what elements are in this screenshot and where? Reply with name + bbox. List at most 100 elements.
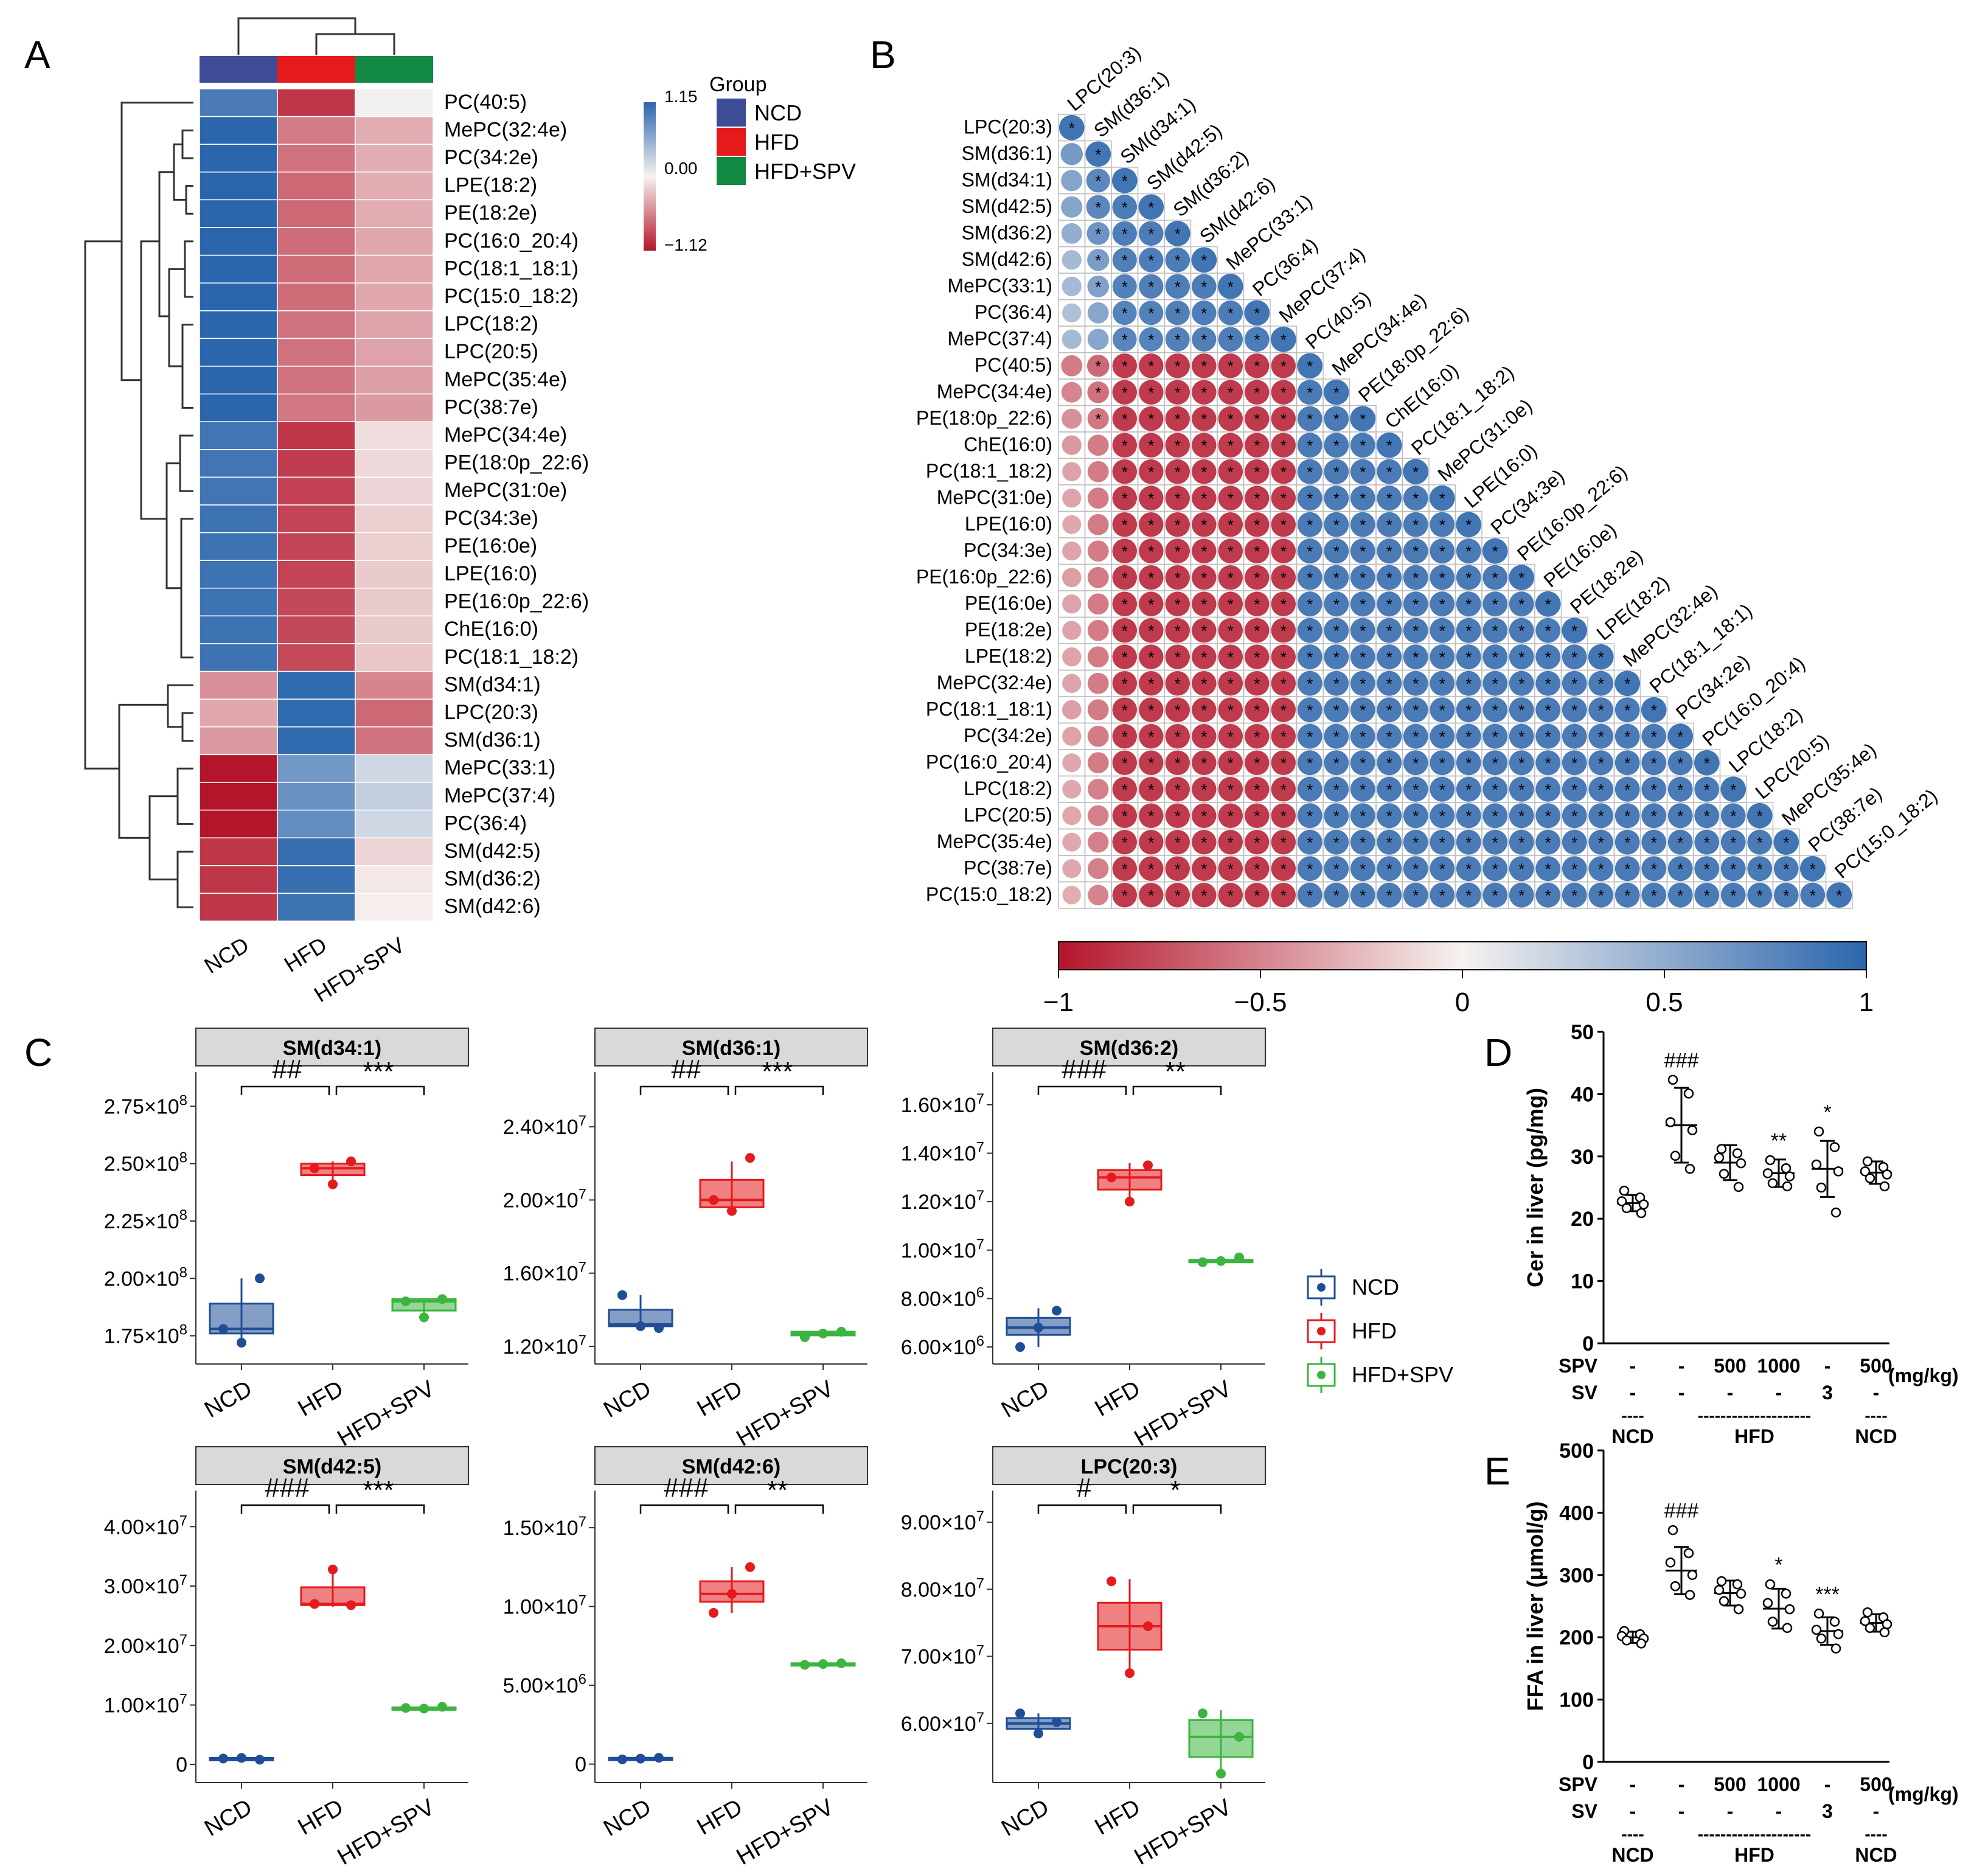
corr-sig-star: * <box>1201 781 1207 799</box>
heat-cell <box>277 865 356 894</box>
corr-circle <box>1482 750 1508 776</box>
corr-circle <box>1403 723 1428 749</box>
box-point <box>836 1326 846 1337</box>
corr-sig-star: * <box>1175 330 1181 349</box>
corr-circle <box>1087 699 1109 721</box>
corr-circle <box>1324 856 1349 882</box>
corr-sig-star: * <box>1254 410 1260 428</box>
corr-sig-star: * <box>1254 728 1260 746</box>
corr-circle <box>1138 433 1164 458</box>
corr-circle <box>1165 776 1190 802</box>
corr-row-label: PC(38:7e) <box>964 857 1052 879</box>
tick-mantissa: 3.00×10 <box>104 1575 179 1598</box>
tick-mantissa: 2.40×10 <box>503 1116 579 1139</box>
tick-mantissa: 8.00×10 <box>901 1287 976 1310</box>
row-label: ChE(16:0) <box>444 618 538 641</box>
corr-circle <box>1377 485 1402 511</box>
corr-sig-star: * <box>1122 463 1128 481</box>
corr-sig-star: * <box>1228 304 1234 322</box>
corr-circle <box>1244 829 1270 855</box>
facet-strip <box>195 1446 469 1485</box>
corr-sig-star: * <box>1439 886 1445 905</box>
corr-circle <box>1062 621 1082 640</box>
heat-cell <box>277 782 356 811</box>
y-axis-title: Cer in liver (pg/mg) <box>1523 1088 1548 1287</box>
row-label-SPV: SPV <box>1559 1355 1598 1377</box>
corr-circle <box>1138 406 1164 431</box>
corr-sig-star: * <box>1095 383 1101 402</box>
row-value: - <box>1727 1382 1734 1404</box>
heat-cell <box>199 560 278 589</box>
corr-sig-star: * <box>1598 807 1604 825</box>
tick-mantissa: 2.75×10 <box>104 1095 179 1118</box>
corr-sig-star: * <box>1413 781 1419 799</box>
corr-circle <box>1562 882 1587 908</box>
corr-sig-star: * <box>1571 886 1577 905</box>
corr-cell <box>1825 881 1853 909</box>
corr-sig-star: * <box>1175 410 1181 428</box>
corr-circle <box>1138 485 1164 511</box>
corr-sig-star: * <box>1175 489 1181 507</box>
corr-circle <box>1165 353 1190 378</box>
corr-circle <box>1138 723 1164 749</box>
corr-sig-star: * <box>1307 569 1313 587</box>
corr-sig-star: * <box>1333 701 1340 719</box>
corr-circle <box>1085 141 1111 167</box>
corr-circle <box>1562 644 1587 670</box>
tick-mantissa: 6.00×10 <box>901 1713 976 1736</box>
tick-mantissa: 9.00×10 <box>901 1511 976 1534</box>
tick-exponent: 7 <box>179 1512 187 1529</box>
tick-exponent: 7 <box>579 1514 586 1530</box>
heat-cell <box>277 643 356 672</box>
corr-circle <box>1112 829 1138 855</box>
corr-sig-star: * <box>1122 357 1128 375</box>
data-point <box>1714 1152 1725 1163</box>
corr-sig-star: * <box>1307 754 1313 772</box>
corr-sig-star: * <box>1281 675 1287 693</box>
corr-sig-star: * <box>1254 542 1260 560</box>
heat-cell <box>199 254 278 284</box>
corr-circle <box>1087 408 1109 430</box>
sig-bracket <box>734 1085 824 1095</box>
panel-e-ffa-scatter: 0 100 200 300 400 500 FFA in liver (μmol/g) ###… <box>1523 1439 1959 1866</box>
corr-sig-star: * <box>1201 622 1207 640</box>
corr-circle <box>1324 433 1349 458</box>
data-point <box>1733 1604 1744 1615</box>
corr-circle <box>1482 538 1508 564</box>
corr-sig-star: * <box>1492 886 1498 905</box>
tick-mantissa: 1.40×10 <box>901 1143 976 1166</box>
corr-circle <box>1482 591 1508 617</box>
row-label: SM(d36:1) <box>444 729 541 752</box>
corr-circle <box>1087 646 1109 668</box>
box-point <box>727 1588 737 1599</box>
y-tick-label: 500 <box>1559 1439 1594 1463</box>
corr-sig-star: * <box>1677 833 1683 852</box>
corr-sig-star: * <box>1360 833 1366 852</box>
corr-sig-star: * <box>1360 542 1366 560</box>
corr-sig-star: * <box>1122 436 1128 454</box>
row-value: - <box>1630 1773 1636 1795</box>
box-point <box>617 1290 627 1300</box>
corr-circle <box>1720 776 1746 802</box>
corr-circle <box>1138 538 1164 564</box>
corr-sig-star: * <box>1651 754 1657 772</box>
corr-sig-star: * <box>1228 595 1234 613</box>
row-value: - <box>1678 1355 1685 1377</box>
corr-circle <box>1430 723 1455 749</box>
corr-circle <box>1138 750 1164 776</box>
corr-sig-star: * <box>1175 569 1181 587</box>
corr-circle <box>1087 619 1109 641</box>
heat-cell <box>199 338 278 367</box>
corr-circle <box>1271 723 1296 749</box>
corr-sig-star: * <box>1386 728 1392 746</box>
corr-sig-star: * <box>1201 833 1207 852</box>
corr-circle <box>1562 776 1587 802</box>
corr-sig-star: * <box>1148 754 1154 772</box>
corr-sig-star: * <box>1307 622 1313 640</box>
heat-cell <box>199 199 278 228</box>
corr-circle <box>1403 882 1428 908</box>
corr-circle <box>1191 750 1217 776</box>
corr-circle <box>1061 170 1083 192</box>
corr-sig-star: * <box>1651 833 1657 852</box>
data-point <box>1860 1616 1871 1626</box>
